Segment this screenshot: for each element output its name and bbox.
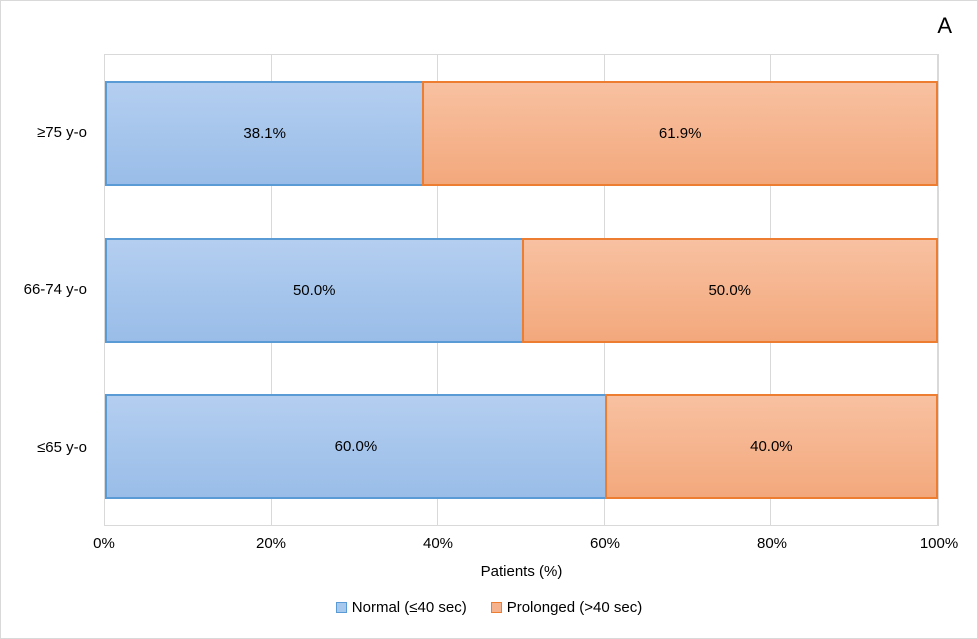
x-tick-label: 80% [756,535,788,552]
bar-segment: 50.0% [105,237,522,343]
plot-area: 38.1% 61.9% 50.0% 50.0% 60.0% 40.0% [104,54,939,526]
bars-layer: 38.1% 61.9% 50.0% 50.0% 60.0% 40.0% [105,55,938,525]
bar-segment: 61.9% [422,80,938,186]
category-label: 66-74 y-o [23,281,87,299]
x-tick-label: 40% [422,535,454,552]
x-tick-label: 100% [919,535,959,552]
legend-item: Normal (≤40 sec) [335,599,467,616]
bar-value-label: 61.9% [658,124,702,142]
bar-segment: 38.1% [105,80,423,186]
bar-stack: 60.0% 40.0% [105,394,938,500]
legend-swatch-icon [335,602,347,613]
bar-segment: 40.0% [604,394,938,500]
bar-value-label: 60.0% [334,438,378,456]
bar-value-label: 50.0% [708,281,752,299]
category-label: ≥75 y-o [37,124,87,142]
bar-row: 60.0% 40.0% [105,368,938,525]
x-axis-title: Patients (%) [480,563,563,580]
bar-stack: 50.0% 50.0% [105,237,938,343]
x-tick-label: 20% [255,535,287,552]
bar-value-label: 50.0% [292,281,336,299]
bar-segment: 50.0% [521,237,938,343]
legend-item: Prolonged (>40 sec) [490,599,643,616]
legend-swatch-icon [490,602,502,613]
x-tick-label: 60% [589,535,621,552]
bar-row: 38.1% 61.9% [105,55,938,212]
bar-row: 50.0% 50.0% [105,212,938,369]
bar-value-label: 40.0% [750,438,793,456]
bar-segment: 60.0% [105,394,605,500]
legend: Normal (≤40 sec) Prolonged (>40 sec) [1,599,977,616]
bar-stack: 38.1% 61.9% [105,80,938,186]
x-axis-ticks: 0% 20% 40% 60% 80% 100% [93,535,958,555]
category-label: ≤65 y-o [37,438,87,456]
category-axis: ≥75 y-o 66-74 y-o ≤65 y-o [1,54,96,526]
legend-label: Prolonged (>40 sec) [506,599,643,616]
bar-value-label: 38.1% [243,124,286,142]
panel-label: A [937,13,952,38]
x-tick-label: 0% [93,535,115,552]
legend-label: Normal (≤40 sec) [351,599,467,616]
